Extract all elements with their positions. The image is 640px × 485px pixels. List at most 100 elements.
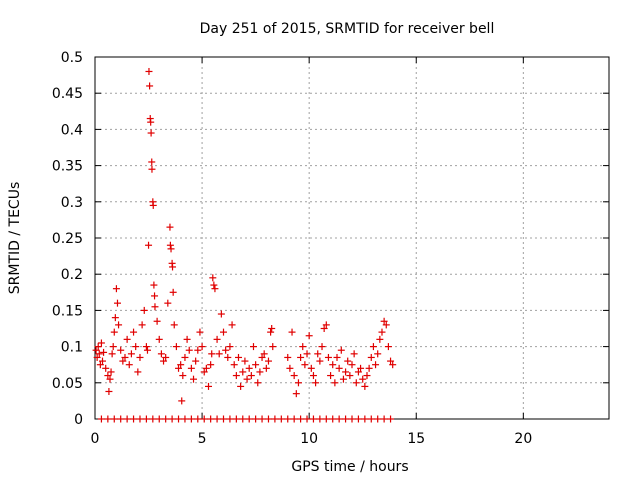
data-point: [286, 364, 294, 372]
data-point: [372, 361, 380, 369]
data-point: [209, 274, 217, 282]
data-point: [172, 343, 180, 351]
data-point: [267, 328, 275, 336]
data-point: [117, 415, 125, 423]
data-point: [230, 361, 238, 369]
data-point: [142, 415, 150, 423]
x-tick-label: 5: [198, 431, 207, 447]
data-point: [140, 306, 148, 314]
data-point: [318, 343, 326, 351]
data-point: [303, 415, 311, 423]
data-point: [213, 335, 221, 343]
data-point: [374, 350, 382, 358]
data-point: [107, 368, 115, 376]
data-point: [290, 372, 298, 380]
data-point: [177, 361, 185, 369]
data-point: [132, 343, 140, 351]
data-point: [335, 415, 343, 423]
data-point: [148, 158, 156, 166]
data-point: [312, 379, 320, 387]
y-tick-label: 0.1: [61, 340, 83, 356]
data-point: [148, 165, 156, 173]
data-point: [96, 361, 104, 369]
data-point: [361, 382, 369, 390]
data-point: [155, 415, 163, 423]
data-point: [354, 368, 362, 376]
data-point: [112, 285, 120, 293]
data-point: [389, 361, 397, 369]
data-point: [115, 321, 123, 329]
data-point: [357, 364, 365, 372]
data-point: [92, 346, 100, 354]
data-point: [121, 353, 129, 361]
x-tick-label: 15: [407, 431, 425, 447]
data-point: [309, 415, 317, 423]
data-point: [104, 372, 112, 380]
data-point: [110, 328, 118, 336]
data-point: [363, 372, 371, 380]
data-point: [222, 346, 230, 354]
data-point: [117, 346, 125, 354]
data-point: [290, 415, 298, 423]
data-point: [288, 328, 296, 336]
data-point: [367, 353, 375, 361]
data-point: [247, 372, 255, 380]
data-point: [151, 303, 159, 311]
data-point: [297, 353, 305, 361]
data-point: [110, 415, 118, 423]
data-point: [175, 364, 183, 372]
data-point: [119, 357, 127, 365]
data-point: [109, 343, 117, 351]
data-point: [211, 285, 219, 293]
x-axis-label: GPS time / hours: [291, 459, 408, 475]
data-point: [342, 415, 350, 423]
data-point: [202, 364, 210, 372]
data-point: [143, 346, 151, 354]
data-point: [309, 372, 317, 380]
data-point: [348, 415, 356, 423]
data-point: [297, 415, 305, 423]
data-point: [169, 288, 177, 296]
data-point: [187, 364, 195, 372]
data-point: [108, 350, 116, 358]
data-point: [190, 375, 198, 383]
data-point: [316, 357, 324, 365]
data-point: [155, 335, 163, 343]
data-point: [342, 368, 350, 376]
data-point: [277, 415, 285, 423]
data-point: [104, 415, 112, 423]
data-point: [258, 353, 266, 361]
data-point: [220, 328, 227, 336]
chart-title: Day 251 of 2015, SRMTID for receiver bel…: [200, 21, 495, 37]
y-tick-label: 0.4: [61, 122, 83, 138]
data-point: [207, 415, 215, 423]
data-point: [208, 350, 216, 358]
data-point: [387, 415, 395, 423]
data-point: [359, 375, 367, 383]
data-point: [380, 317, 388, 325]
data-point: [256, 368, 264, 376]
data-point: [226, 343, 234, 351]
data-point: [210, 281, 218, 289]
data-point: [271, 415, 279, 423]
data-point: [147, 118, 155, 126]
data-point: [307, 364, 315, 372]
data-point: [314, 350, 322, 358]
data-point: [178, 397, 186, 405]
data-point: [337, 346, 345, 354]
data-point: [111, 314, 119, 322]
data-point: [335, 364, 343, 372]
data-point: [352, 379, 360, 387]
data-point: [292, 390, 300, 398]
data-point: [254, 379, 262, 387]
data-point: [241, 357, 249, 365]
data-point: [136, 353, 144, 361]
data-point: [239, 368, 247, 376]
data-point: [380, 415, 388, 423]
data-point: [97, 415, 105, 423]
data-point: [160, 357, 168, 365]
data-point: [164, 299, 172, 307]
data-point: [220, 415, 227, 423]
data-point: [162, 353, 170, 361]
data-point: [299, 343, 307, 351]
